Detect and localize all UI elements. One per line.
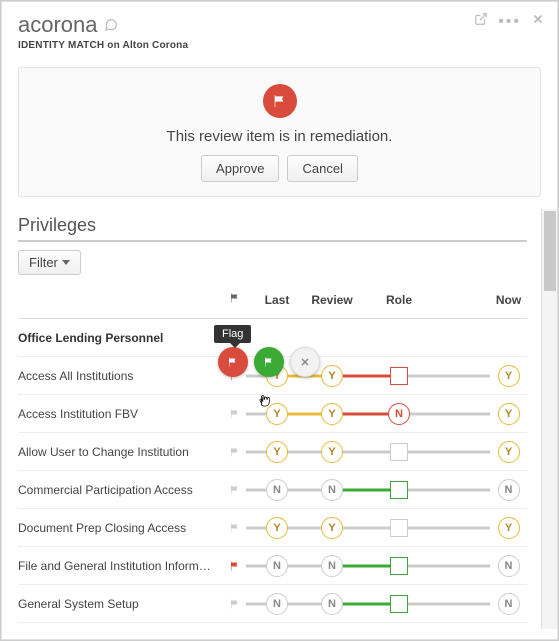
flag-green-button[interactable] [254, 347, 284, 377]
role-box [390, 481, 408, 499]
privilege-name: Document Prep Closing Access [18, 521, 218, 535]
status-badge: N [266, 593, 288, 615]
scrollbar[interactable] [541, 209, 557, 629]
scrollbar-thumb[interactable] [544, 211, 556, 291]
flag-red-button[interactable] [218, 347, 248, 377]
table-row: Commercial Participation Access N N N [18, 471, 527, 509]
table-row: Allow User to Change Institution Y Y Y [18, 433, 527, 471]
status-badge: Y [498, 403, 520, 425]
column-flag-icon [218, 292, 252, 307]
privileges-section: Privileges Filter Last Review Role [2, 209, 541, 629]
identity-match-subtitle: IDENTITY MATCH on Alton Corona [18, 40, 541, 51]
status-badge: N [498, 555, 520, 577]
role-box [390, 595, 408, 613]
privilege-name: File and General Institution Inform… [18, 559, 218, 573]
section-title: Privileges [18, 215, 527, 242]
status-badge: Y [498, 441, 520, 463]
remediation-message: This review item is in remediation. [29, 128, 530, 145]
header-actions: ••• [474, 12, 545, 31]
close-icon[interactable] [531, 12, 545, 31]
status-badge: N [321, 479, 343, 501]
status-badge: Y [266, 403, 288, 425]
table-row: File and General Institution Inform… N N N [18, 547, 527, 585]
filter-label: Filter [29, 255, 58, 270]
dialog-header: acorona IDENTITY MATCH on Alton Corona •… [2, 2, 557, 59]
chevron-down-icon [62, 260, 70, 265]
role-box [390, 519, 408, 537]
status-badge: Y [266, 441, 288, 463]
more-icon[interactable]: ••• [498, 17, 521, 27]
status-badge: Y [321, 365, 343, 387]
status-badge: Y [266, 517, 288, 539]
status-badge: N [266, 555, 288, 577]
cancel-button[interactable]: Cancel [287, 155, 357, 182]
remediation-banner: This review item is in remediation. Appr… [18, 67, 541, 197]
status-badge: Y [321, 441, 343, 463]
role-box [390, 557, 408, 575]
column-role: Role [362, 293, 436, 307]
filter-button[interactable]: Filter [18, 250, 81, 275]
flag-icon [263, 84, 297, 118]
table-header: Last Review Role Now [18, 281, 527, 319]
flag-tooltip: Flag [214, 325, 251, 343]
status-badge: Y [498, 365, 520, 387]
username-text: acorona [18, 12, 98, 38]
role-box [390, 443, 408, 461]
column-now: Now [490, 293, 527, 307]
privilege-name: Access All Institutions [18, 369, 218, 383]
approve-button[interactable]: Approve [201, 155, 279, 182]
table-row: General System Setup N N N [18, 585, 527, 623]
column-last: Last [252, 293, 302, 307]
table-row: HardwareNNN [18, 623, 527, 629]
column-review: Review [302, 293, 362, 307]
flag-dismiss-button[interactable] [290, 347, 320, 377]
comment-icon[interactable] [104, 12, 118, 38]
username-title: acorona [18, 12, 118, 38]
popout-icon[interactable] [474, 12, 488, 31]
table-row: Document Prep Closing Access Y Y Y [18, 509, 527, 547]
table-row: Access Institution FBV Y Y N Y [18, 395, 527, 433]
status-badge: Y [498, 517, 520, 539]
group-title: Office Lending Personnel [18, 331, 218, 345]
status-badge: N [498, 593, 520, 615]
status-badge: N [498, 479, 520, 501]
status-badge: N [321, 555, 343, 577]
privilege-name: General System Setup [18, 597, 218, 611]
privilege-name: Access Institution FBV [18, 407, 218, 421]
flag-popover [218, 347, 320, 377]
status-badge: N [321, 593, 343, 615]
privilege-name: Commercial Participation Access [18, 483, 218, 497]
role-box [390, 367, 408, 385]
status-badge: Y [321, 403, 343, 425]
status-badge: N [388, 403, 410, 425]
privilege-name: Allow User to Change Institution [18, 445, 218, 459]
status-badge: Y [321, 517, 343, 539]
status-badge: N [266, 479, 288, 501]
